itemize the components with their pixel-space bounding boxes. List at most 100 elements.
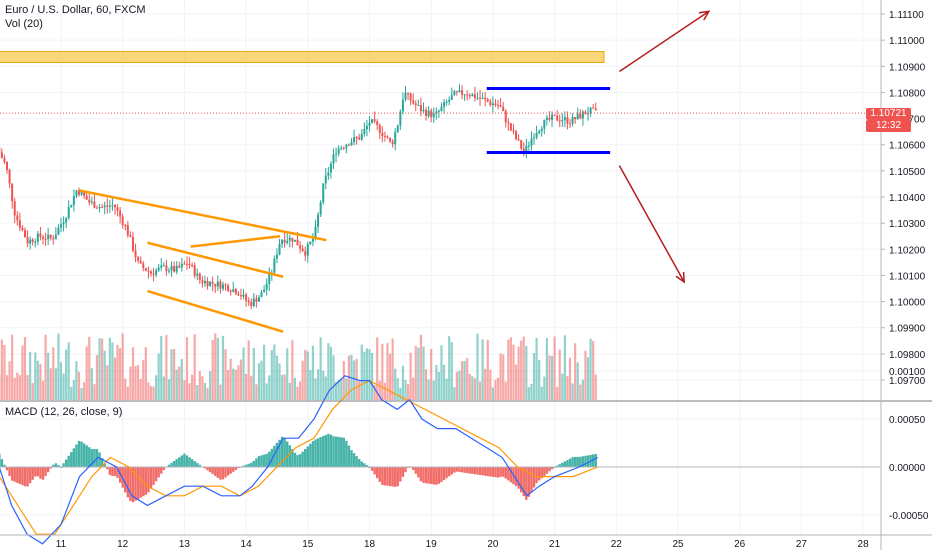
- macd-histogram-bar: [543, 467, 545, 476]
- candle-body: [353, 137, 355, 142]
- volume-bar: [127, 387, 129, 400]
- candle-body: [50, 235, 52, 238]
- macd-histogram-bar: [70, 452, 72, 467]
- volume-bar: [57, 334, 59, 400]
- macd-histogram-bar: [348, 446, 350, 467]
- volume-bar: [3, 345, 5, 400]
- macd-histogram-bar: [24, 467, 26, 486]
- candle-body: [52, 238, 54, 239]
- macd-histogram-bar: [312, 441, 314, 467]
- macd-histogram-bar: [250, 463, 252, 467]
- volume-bar: [21, 345, 23, 400]
- candle-body: [379, 125, 381, 133]
- volume-bar: [65, 350, 67, 400]
- candle-body: [394, 132, 396, 144]
- candle-body: [122, 217, 124, 225]
- candle-body: [507, 122, 509, 123]
- volume-bar: [476, 334, 478, 400]
- candle-body: [176, 266, 178, 272]
- macd-histogram-bar: [37, 467, 39, 476]
- candle-body: [96, 208, 98, 209]
- x-tick-label: 25: [672, 539, 684, 550]
- macd-histogram-bar: [481, 467, 483, 475]
- candle-body: [595, 109, 597, 110]
- y-tick-label: 1.10500: [889, 167, 926, 178]
- candle-body: [471, 94, 473, 96]
- candle-body: [399, 112, 401, 126]
- volume-bar: [119, 348, 121, 400]
- macd-histogram-bar: [515, 467, 517, 486]
- macd-histogram-bar: [469, 467, 471, 473]
- macd-tick-label: 0.00000: [889, 463, 926, 474]
- candle-body: [225, 284, 227, 285]
- macd-histogram-bar: [569, 459, 571, 467]
- volume-bar: [1, 340, 3, 400]
- candle-body: [528, 146, 530, 147]
- macd-histogram-bar: [217, 467, 219, 478]
- macd-histogram-bar: [404, 467, 406, 472]
- candle-body: [150, 272, 152, 274]
- volume-bar: [42, 381, 44, 400]
- x-tick-label: 13: [179, 539, 191, 550]
- candle-body: [422, 110, 424, 111]
- macd-histogram-bar: [209, 467, 211, 472]
- y-tick-label: 1.09900: [889, 324, 926, 335]
- candle-body: [482, 98, 484, 99]
- candle-body: [572, 117, 574, 124]
- volume-bar: [397, 378, 399, 400]
- candle-body: [42, 237, 44, 239]
- candle-body: [458, 90, 460, 92]
- volume-bar: [317, 369, 319, 400]
- candle-body: [325, 176, 327, 184]
- volume-bar: [242, 347, 244, 400]
- y-tick-label: 1.10000: [889, 298, 926, 309]
- candle-body: [168, 271, 170, 272]
- candle-body: [330, 164, 332, 173]
- macd-histogram-bar: [224, 467, 226, 477]
- volume-bar: [404, 380, 406, 400]
- macd-histogram-bar: [384, 467, 386, 485]
- macd-histogram-bar: [129, 467, 131, 501]
- x-tick-label: 12: [117, 539, 129, 550]
- volume-bar: [214, 333, 216, 400]
- macd-histogram-bar: [296, 455, 298, 467]
- volume-bar: [474, 378, 476, 400]
- volume-bar: [430, 349, 432, 400]
- candle-body: [487, 99, 489, 101]
- candle-body: [525, 146, 527, 152]
- candle-body: [538, 131, 540, 133]
- macd-histogram-bar: [584, 456, 586, 467]
- macd-histogram-bar: [448, 467, 450, 476]
- volume-bar: [399, 388, 401, 400]
- macd-histogram-bar: [152, 467, 154, 485]
- volume-bar: [263, 345, 265, 400]
- candle-body: [129, 235, 131, 237]
- macd-histogram-bar: [219, 467, 221, 480]
- macd-histogram-bar: [160, 467, 162, 474]
- macd-histogram-bar: [309, 444, 311, 467]
- y-tick-label: 1.09800: [889, 350, 926, 361]
- macd-histogram-bar: [427, 467, 429, 484]
- macd-histogram-bar: [83, 443, 85, 467]
- candle-body: [39, 234, 41, 237]
- macd-histogram-bar: [415, 467, 417, 474]
- candle-body: [109, 206, 111, 207]
- volume-bar: [425, 369, 427, 400]
- candle-body: [412, 101, 414, 104]
- volume-bar: [75, 361, 77, 400]
- volume-bar: [528, 387, 530, 400]
- candle-body: [153, 274, 155, 275]
- candle-body: [358, 138, 360, 140]
- candle-body: [518, 139, 520, 140]
- volume-bar: [286, 348, 288, 400]
- candle-body: [530, 139, 532, 146]
- macd-histogram-bar: [317, 438, 319, 467]
- macd-tick-label: 0.00050: [889, 415, 926, 426]
- macd-histogram-bar: [206, 467, 208, 470]
- volume-bar: [358, 381, 360, 400]
- candle-body: [11, 184, 13, 202]
- macd-histogram-bar: [440, 467, 442, 482]
- candle-body: [240, 295, 242, 296]
- macd-histogram-bar: [363, 463, 365, 467]
- candle-body: [27, 237, 29, 243]
